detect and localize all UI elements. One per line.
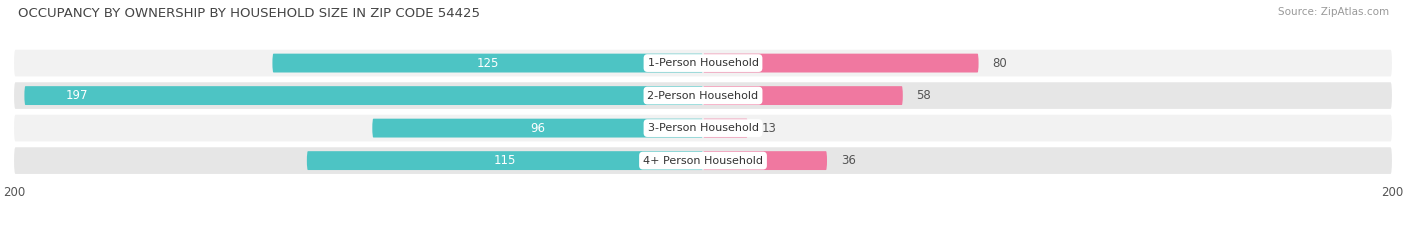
- Text: 36: 36: [841, 154, 856, 167]
- Text: 2-Person Household: 2-Person Household: [647, 91, 759, 101]
- FancyBboxPatch shape: [24, 86, 703, 105]
- FancyBboxPatch shape: [307, 151, 703, 170]
- Text: Source: ZipAtlas.com: Source: ZipAtlas.com: [1278, 7, 1389, 17]
- Text: 4+ Person Household: 4+ Person Household: [643, 156, 763, 166]
- FancyBboxPatch shape: [14, 50, 1392, 76]
- FancyBboxPatch shape: [373, 119, 703, 137]
- Text: OCCUPANCY BY OWNERSHIP BY HOUSEHOLD SIZE IN ZIP CODE 54425: OCCUPANCY BY OWNERSHIP BY HOUSEHOLD SIZE…: [18, 7, 481, 20]
- FancyBboxPatch shape: [703, 86, 903, 105]
- Text: 125: 125: [477, 57, 499, 70]
- FancyBboxPatch shape: [14, 147, 1392, 174]
- Text: 197: 197: [66, 89, 89, 102]
- FancyBboxPatch shape: [14, 115, 1392, 141]
- FancyBboxPatch shape: [273, 54, 703, 72]
- Text: 3-Person Household: 3-Person Household: [648, 123, 758, 133]
- FancyBboxPatch shape: [703, 151, 827, 170]
- Text: 80: 80: [993, 57, 1007, 70]
- Text: 58: 58: [917, 89, 931, 102]
- Text: 96: 96: [530, 122, 546, 135]
- FancyBboxPatch shape: [14, 82, 1392, 109]
- FancyBboxPatch shape: [703, 119, 748, 137]
- Text: 13: 13: [762, 122, 776, 135]
- FancyBboxPatch shape: [703, 54, 979, 72]
- Text: 1-Person Household: 1-Person Household: [648, 58, 758, 68]
- Text: 115: 115: [494, 154, 516, 167]
